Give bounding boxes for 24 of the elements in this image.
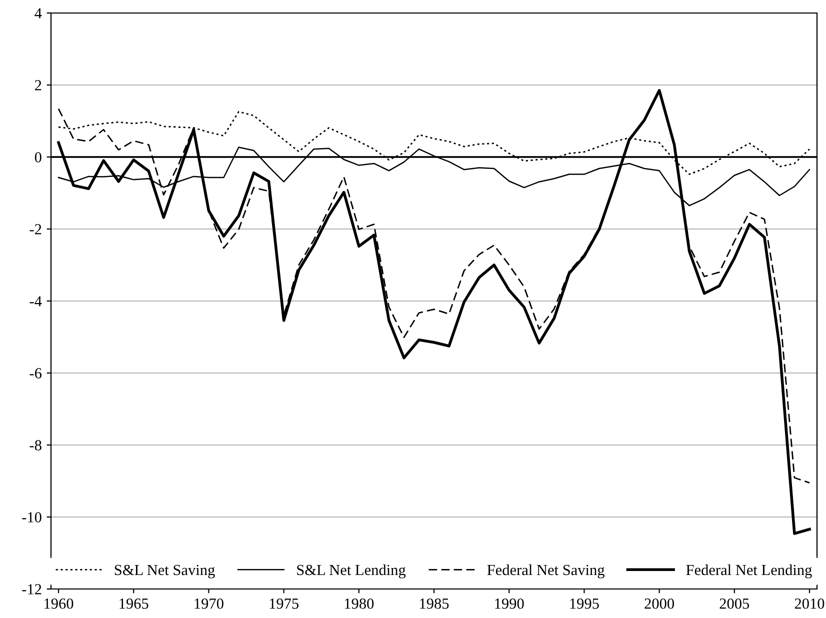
legend-label: S&L Net Saving bbox=[114, 564, 215, 578]
legend-label: S&L Net Lending bbox=[297, 564, 406, 578]
x-tick-label: 2000 bbox=[644, 598, 674, 609]
x-tick-label: 1970 bbox=[194, 598, 224, 609]
x-tick-label: 1975 bbox=[270, 598, 298, 609]
y-tick-label: -2 bbox=[30, 224, 42, 234]
y-tick-label: -10 bbox=[22, 512, 42, 522]
x-tick-label: 1995 bbox=[570, 598, 599, 609]
y-tick-label: -12 bbox=[22, 584, 42, 594]
y-tick-label: -4 bbox=[30, 296, 42, 306]
x-tick-label: 2010 bbox=[794, 598, 824, 609]
x-tick-label: 1965 bbox=[120, 598, 148, 609]
y-tick-label: 4 bbox=[34, 8, 42, 18]
legend-label: Federal Net Lending bbox=[686, 564, 812, 578]
legend-label: Federal Net Saving bbox=[487, 564, 604, 578]
x-tick-label: 1960 bbox=[44, 598, 74, 609]
x-tick-label: 1985 bbox=[420, 598, 449, 609]
x-tick-label: 2005 bbox=[720, 598, 750, 609]
y-tick-label: -6 bbox=[30, 368, 42, 378]
y-tick-label: 0 bbox=[34, 152, 42, 162]
x-tick-label: 1990 bbox=[495, 598, 524, 609]
y-tick-label: 2 bbox=[35, 80, 42, 90]
x-tick-label: 1980 bbox=[344, 598, 374, 609]
y-tick-label: -8 bbox=[30, 440, 42, 450]
